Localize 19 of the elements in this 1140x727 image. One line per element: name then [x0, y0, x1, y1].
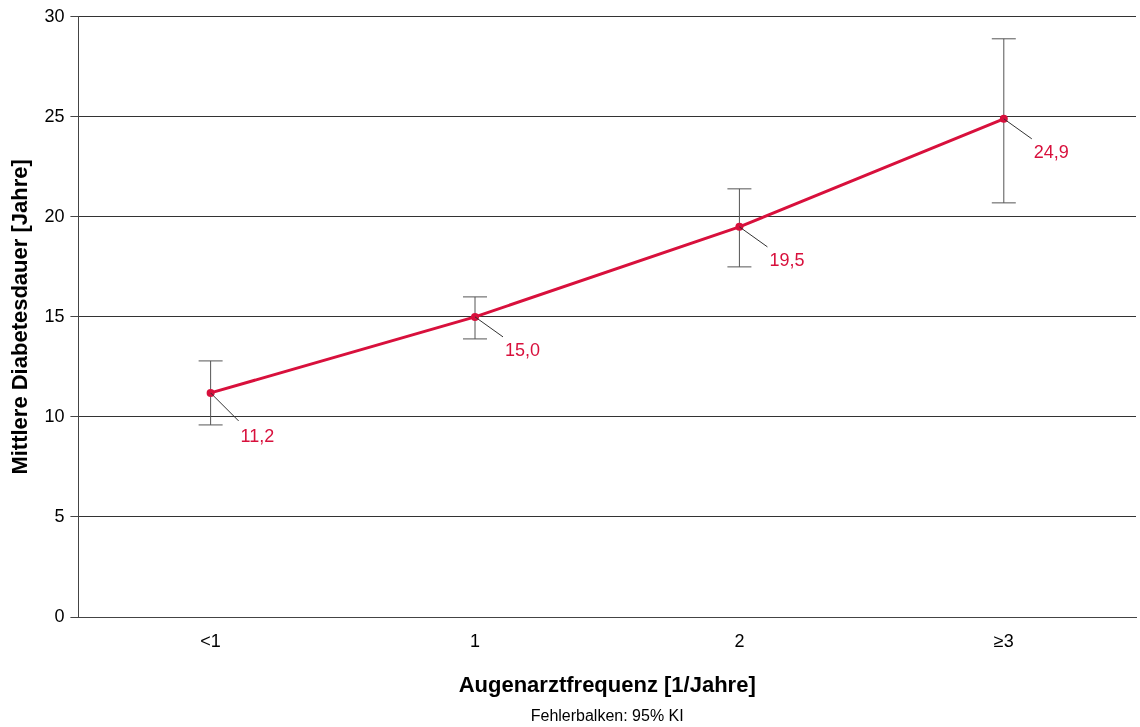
- point: [735, 222, 744, 231]
- y-tick-label: 0: [54, 605, 65, 626]
- x-tick-label: ≥3: [993, 630, 1014, 651]
- y-axis-title: Mittlere Diabetesdauer [Jahre]: [7, 159, 33, 475]
- y-tick-label: 20: [44, 205, 65, 226]
- text: Fehlerbalken: 95% KI: [530, 707, 684, 725]
- data-label: 11,2: [240, 425, 275, 446]
- x-tick-label: <1: [200, 630, 221, 651]
- y-tick-label: 25: [44, 105, 65, 126]
- y-tick-label: 5: [54, 505, 65, 526]
- x-axis-title: Augenarztfrequenz [1/Jahre]: [458, 671, 756, 697]
- y-tick-label: 30: [44, 5, 65, 26]
- x-tick-label: 1: [470, 630, 481, 651]
- y-tick-label: 10: [44, 405, 65, 426]
- data-label: 15,0: [505, 339, 541, 360]
- data-label: 24,9: [1033, 141, 1069, 162]
- x-tick-label: 2: [734, 630, 745, 651]
- y-tick-label: 15: [44, 305, 65, 326]
- data-label: 19,5: [769, 249, 805, 270]
